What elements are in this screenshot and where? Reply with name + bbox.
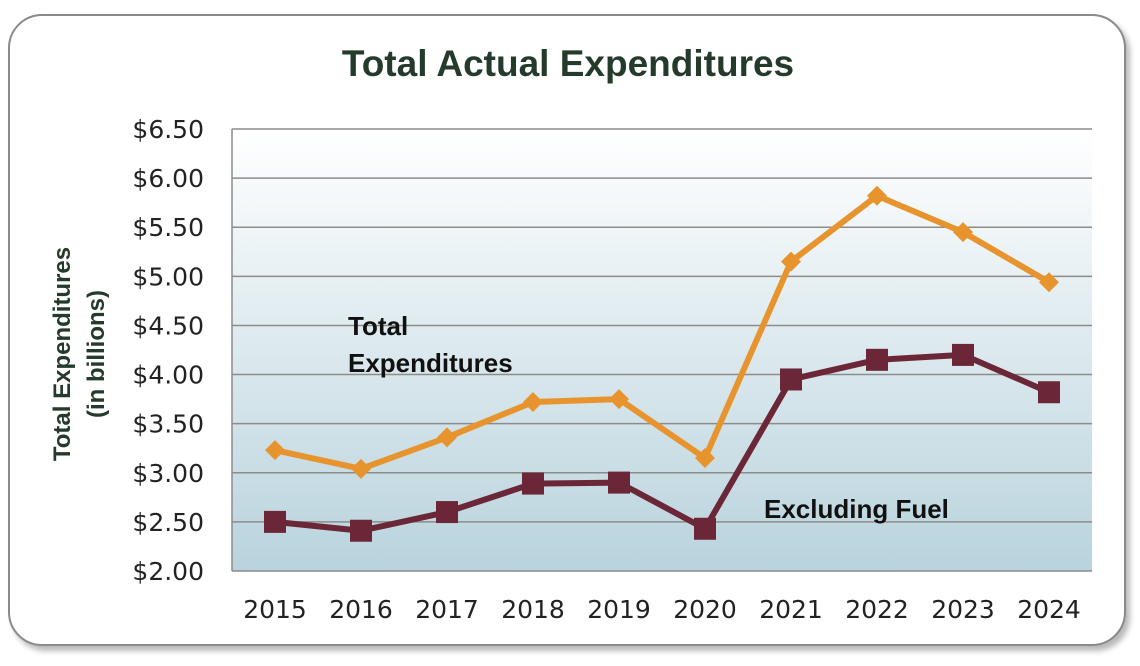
y-tick-label: $2.50 — [132, 508, 204, 537]
series-0 — [265, 185, 1059, 479]
x-tick-label: 2022 — [845, 595, 909, 624]
series-1 — [264, 343, 1060, 542]
series-line — [274, 351, 1051, 534]
data-point-square — [264, 510, 286, 533]
data-point-diamond — [695, 448, 715, 469]
x-tick-label: 2016 — [329, 595, 393, 624]
data-point-diamond — [953, 222, 973, 243]
y-tick-label: $2.00 — [132, 557, 204, 586]
y-tick-label: $6.50 — [132, 115, 204, 144]
y-tick-label: $6.00 — [132, 164, 204, 193]
data-point-square — [436, 501, 458, 524]
x-tick-label: 2015 — [243, 595, 307, 624]
data-point-diamond — [781, 251, 801, 272]
chart-title: Total Actual Expenditures — [342, 43, 794, 84]
data-point-diamond — [265, 440, 285, 461]
data-point-square — [522, 472, 544, 495]
y-axis-label-line-1: Total Expenditures — [49, 247, 76, 461]
annotation-total-expenditures-line-2: Expenditures — [348, 348, 513, 378]
y-tick-label: $5.00 — [132, 262, 204, 291]
data-point-square — [350, 519, 372, 542]
y-axis-label-line-2: (in billions) — [83, 290, 110, 418]
x-tick-label: 2021 — [759, 595, 823, 624]
data-point-diamond — [523, 392, 543, 413]
series-line — [274, 192, 1051, 472]
data-point-diamond — [437, 427, 457, 448]
x-tick-label: 2023 — [931, 595, 995, 624]
data-point-square — [1038, 381, 1060, 404]
data-point-square — [952, 343, 974, 366]
y-axis-tick-labels: $2.00 $2.50 $3.00 $3.50 $4.00 $4.50 $5.00 $5.50… — [132, 115, 204, 586]
data-point-square — [866, 348, 888, 371]
grid-lines — [231, 128, 1092, 572]
data-point-diamond — [867, 185, 887, 206]
data-point-diamond — [1039, 272, 1059, 293]
x-tick-label: 2019 — [587, 595, 651, 624]
x-tick-label: 2024 — [1017, 595, 1081, 624]
y-tick-label: $4.50 — [132, 311, 204, 340]
x-tick-label: 2020 — [673, 595, 737, 624]
annotation-total-expenditures-line-1: Total — [348, 311, 408, 341]
annotation-excluding-fuel: Excluding Fuel — [764, 494, 949, 524]
x-axis-tick-labels: 2015 2016 2017 2018 2019 2020 2021 2022 2023 2024 — [243, 595, 1081, 624]
plot-area — [232, 129, 1092, 571]
y-tick-label: $4.00 — [132, 361, 204, 390]
data-point-diamond — [609, 389, 629, 410]
x-tick-label: 2017 — [415, 595, 479, 624]
data-point-diamond — [351, 458, 371, 479]
data-point-square — [694, 517, 716, 540]
data-point-square — [780, 368, 802, 391]
x-tick-label: 2018 — [501, 595, 565, 624]
data-point-square — [608, 471, 630, 494]
series-lines — [264, 185, 1060, 542]
y-tick-label: $5.50 — [132, 213, 204, 242]
y-tick-label: $3.00 — [132, 459, 204, 488]
y-tick-label: $3.50 — [132, 410, 204, 439]
